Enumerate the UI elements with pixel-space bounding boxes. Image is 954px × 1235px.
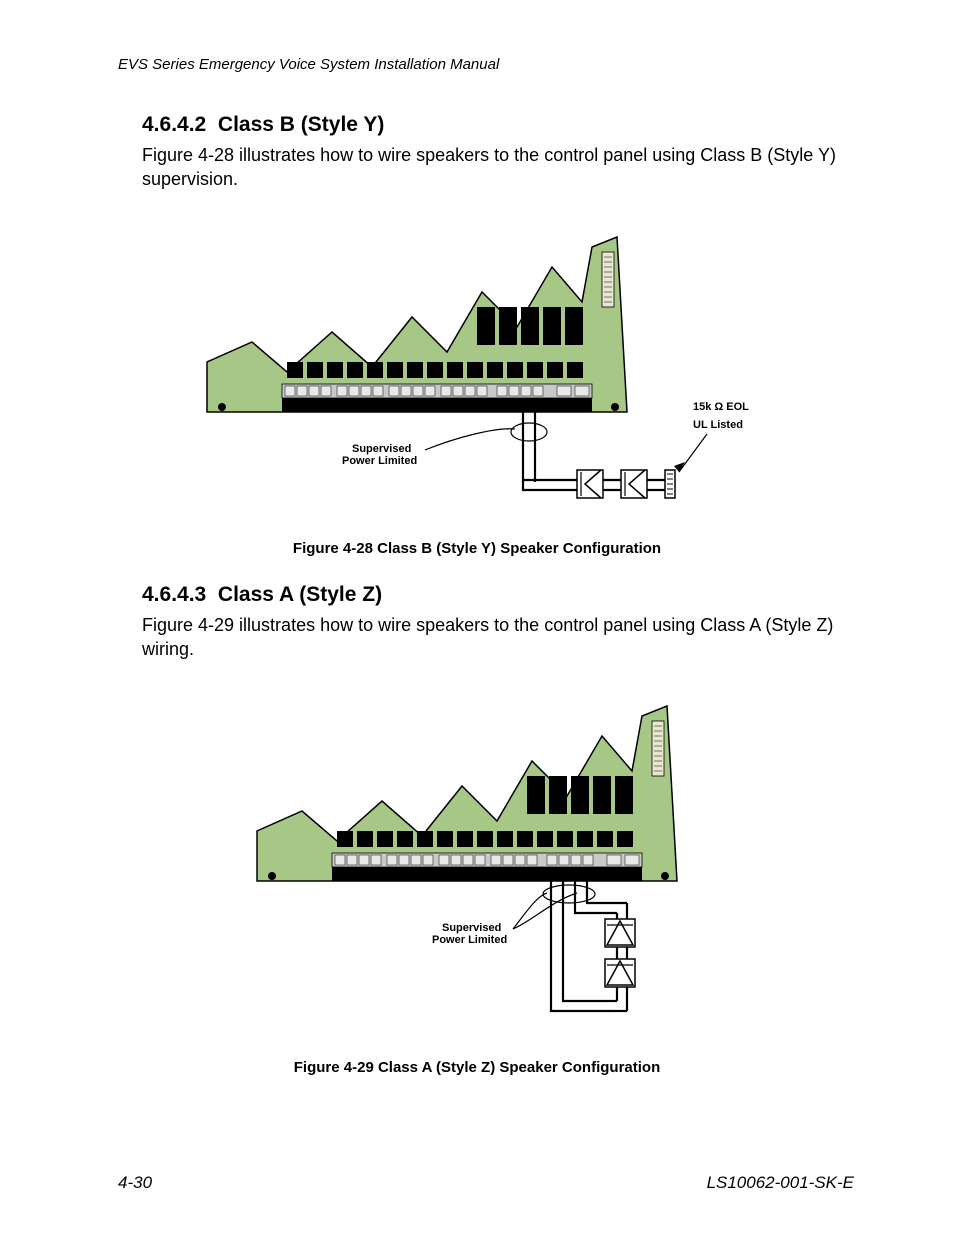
- svg-text:+ IN – + OUT –: + IN – + OUT –: [491, 876, 529, 882]
- figure-4-28: CIRCUIT 4 CIRCUIT 3 CIRCUIT 2 CIRCUIT 1 …: [100, 212, 854, 557]
- page-footer: 4-30 LS10062-001-SK-E: [118, 1173, 854, 1193]
- section-body-1: Figure 4-28 illustrates how to wire spea…: [142, 143, 854, 192]
- section-body-2: Figure 4-29 illustrates how to wire spea…: [142, 613, 854, 662]
- svg-text:+ IN – + OUT –: + IN – + OUT –: [337, 407, 375, 413]
- fig1-label-eol-1: 15k Ω EOL: [693, 401, 749, 413]
- section-title-2: Class A (Style Z): [218, 583, 382, 606]
- fig2-label-supervised-1: Supervised: [442, 922, 501, 934]
- svg-text:+ IN – + OUT –: + IN – + OUT –: [335, 876, 373, 882]
- svg-text:+ IN – + OUT –: + IN – + OUT –: [441, 407, 479, 413]
- figure-4-28-svg: CIRCUIT 4 CIRCUIT 3 CIRCUIT 2 CIRCUIT 1 …: [177, 212, 777, 522]
- figure-4-29: CIRCUIT 4 CIRCUIT 3 CIRCUIT 2 CIRCUIT 1 …: [100, 681, 854, 1076]
- svg-text:+ IN – + OUT –: + IN – + OUT –: [387, 876, 425, 882]
- svg-text:+ IN – + OUT –: + IN – + OUT –: [285, 407, 323, 413]
- fig1-label-eol-2: UL Listed: [693, 419, 743, 431]
- svg-text:+ IN – + OUT –: + IN – + OUT –: [497, 407, 535, 413]
- svg-text:+ IN – + OUT –: + IN – + OUT –: [389, 407, 427, 413]
- running-header: EVS Series Emergency Voice System Instal…: [118, 56, 854, 73]
- svg-text:+ IN – + OUT –: + IN – + OUT –: [547, 876, 585, 882]
- section-number-1: 4.6.4.2: [142, 113, 206, 136]
- figure-4-29-caption: Figure 4-29 Class A (Style Z) Speaker Co…: [294, 1059, 660, 1076]
- figure-4-29-svg: CIRCUIT 4 CIRCUIT 3 CIRCUIT 2 CIRCUIT 1 …: [217, 681, 737, 1041]
- fig2-label-supervised-2: Power Limited: [432, 934, 507, 946]
- fig1-label-supervised-2: Power Limited: [342, 455, 417, 467]
- footer-page-number: 4-30: [118, 1173, 152, 1193]
- svg-text:+ IN – + OUT –: + IN – + OUT –: [439, 876, 477, 882]
- fig1-label-supervised-1: Supervised: [352, 443, 411, 455]
- figure-4-28-caption: Figure 4-28 Class B (Style Y) Speaker Co…: [293, 540, 661, 557]
- section-heading-1: 4.6.4.2 Class B (Style Y): [142, 113, 854, 137]
- section-title-1: Class B (Style Y): [218, 113, 385, 136]
- section-number-2: 4.6.4.3: [142, 583, 206, 606]
- footer-doc-id: LS10062-001-SK-E: [707, 1173, 854, 1193]
- section-heading-2: 4.6.4.3 Class A (Style Z): [142, 583, 854, 607]
